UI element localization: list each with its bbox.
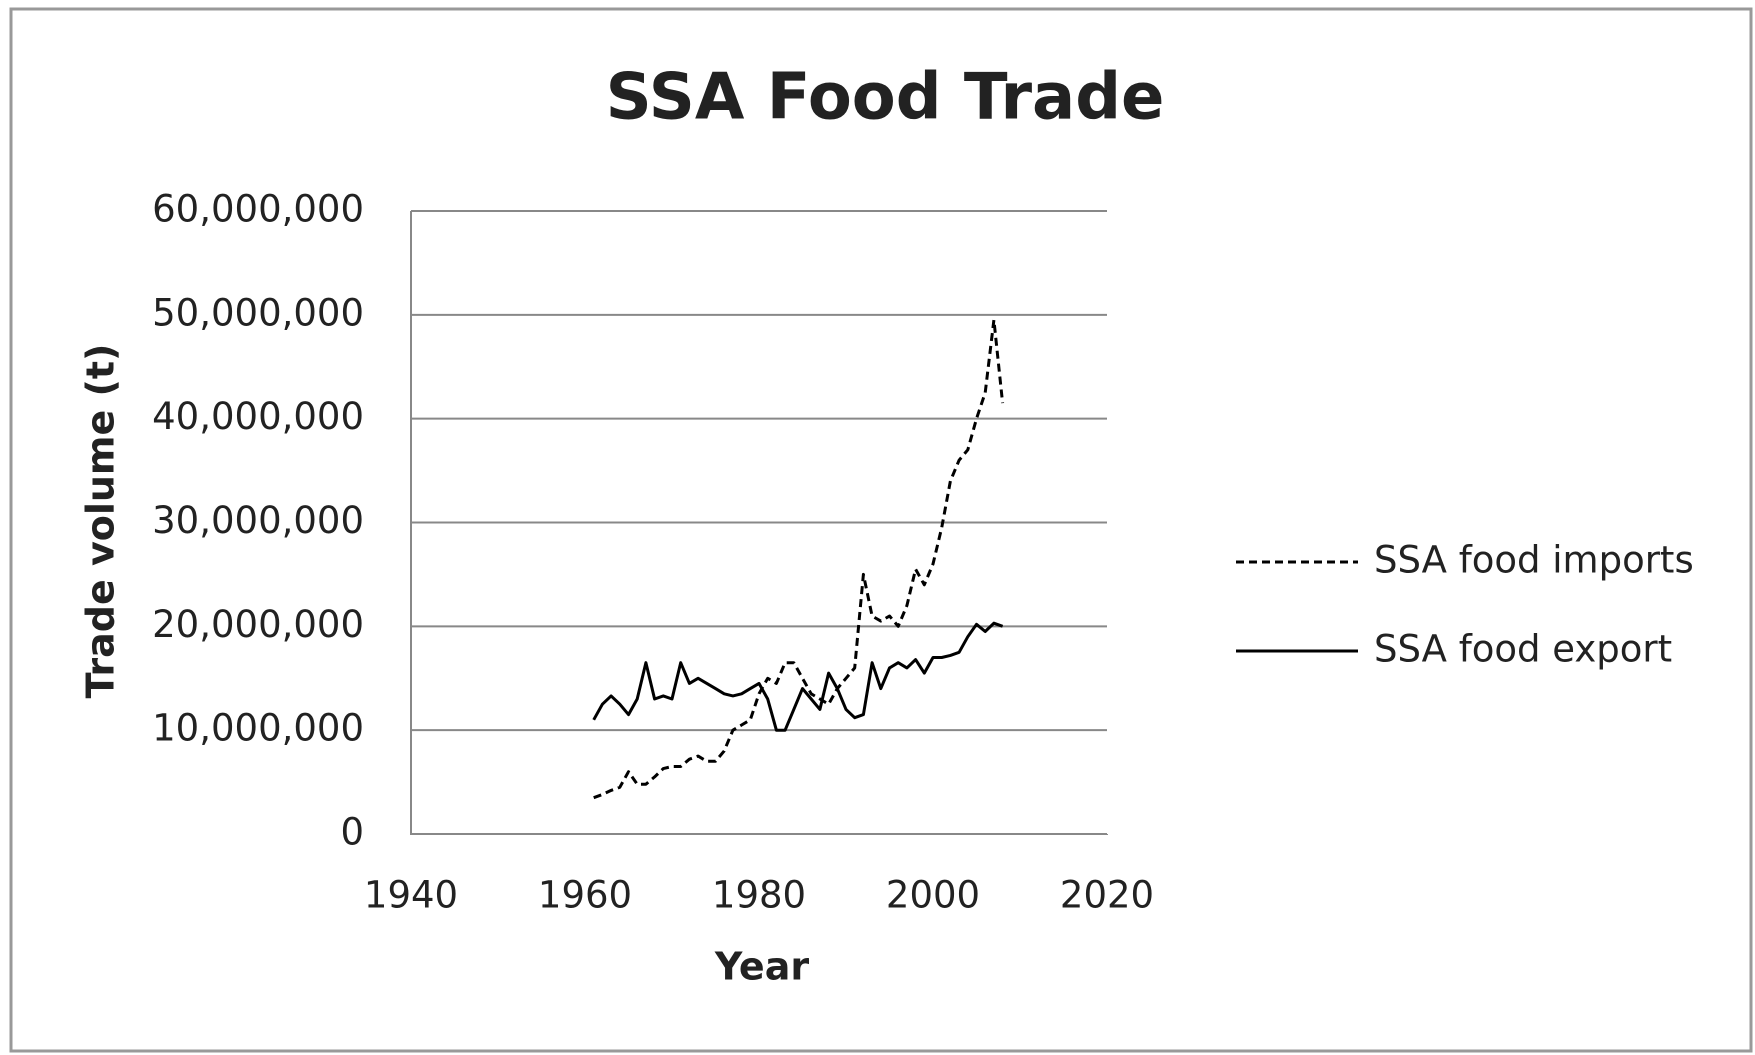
y-tick-label: 0: [340, 811, 364, 854]
legend-label: SSA food export: [1374, 628, 1672, 671]
legend-label: SSA food imports: [1374, 539, 1694, 582]
y-tick-label: 20,000,000: [152, 603, 364, 646]
x-tick-label: 2000: [886, 874, 980, 917]
x-tick-label: 1960: [538, 874, 632, 917]
data-line: [593, 318, 1005, 800]
chart-title: SSA Food Trade: [606, 61, 1165, 135]
y-tick-label: 50,000,000: [152, 291, 364, 334]
x-tick-label: 1980: [712, 874, 806, 917]
y-tick-label: 30,000,000: [152, 499, 364, 542]
x-axis-title: Year: [714, 945, 809, 989]
x-tick-label: 2020: [1060, 874, 1154, 917]
y-tick-label: 10,000,000: [152, 707, 364, 750]
x-tick-label: 1940: [364, 874, 458, 917]
y-tick-label: 40,000,000: [152, 395, 364, 438]
data-line: [592, 621, 1004, 732]
chart-frame: [9, 7, 1753, 1053]
y-tick-label: 60,000,000: [152, 188, 364, 231]
y-axis-title: Trade volume (t): [79, 344, 123, 699]
